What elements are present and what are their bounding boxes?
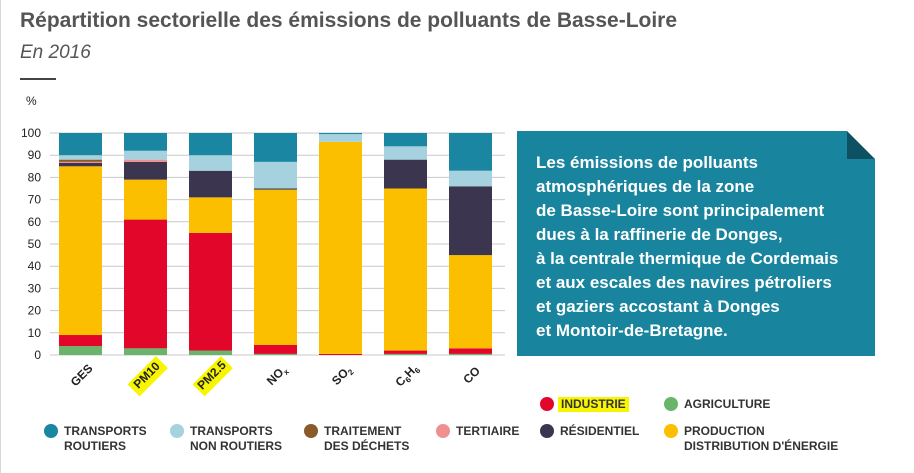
callout-line: Les émissions de polluants <box>536 153 759 172</box>
info-callout: Les émissions de polluants atmosphérique… <box>517 131 875 356</box>
bar-segment <box>319 134 362 142</box>
bar-segment <box>254 189 297 346</box>
legend-swatch-residentiel <box>540 424 554 438</box>
callout-text: Les émissions de polluants atmosphérique… <box>536 151 856 343</box>
legend-label-production-distribution: PRODUCTION DISTRIBUTION D'ÉNERGIE <box>684 424 839 453</box>
legend-label-tertiaire: TERTIAIRE <box>456 424 520 438</box>
bar-segment <box>59 133 102 156</box>
legend-swatch-transports-non-routiers <box>170 424 184 438</box>
y-tick-label: 10 <box>28 326 42 340</box>
bar-segment <box>384 188 427 351</box>
bar-segment <box>449 255 492 349</box>
bar-segment <box>449 353 492 355</box>
y-tick-label: 70 <box>28 193 42 207</box>
bar-segment <box>124 219 167 349</box>
subtitle-underline <box>20 78 56 80</box>
bar-segment <box>319 141 362 354</box>
legend-label-agriculture: AGRICULTURE <box>684 397 771 411</box>
bar-segment <box>124 159 167 162</box>
bar-segment <box>449 348 492 354</box>
bar-segment <box>59 155 102 160</box>
callout-line: et gaziers accostant à Donges <box>536 297 780 316</box>
callout-line: et Montoir-de-Bretagne. <box>536 321 728 340</box>
y-tick-label: 50 <box>28 237 42 251</box>
bar-segment <box>449 186 492 256</box>
bar-segment <box>449 133 492 171</box>
bar-segment <box>189 133 232 156</box>
callout-line: dues à la raffinerie de Donges, <box>536 225 783 244</box>
y-tick-label: 90 <box>28 148 42 162</box>
legend-swatch-traitement-des-dechets <box>304 424 318 438</box>
callout-line: à la centrale thermique de Cordemais <box>536 249 839 268</box>
x-category-label: C6H6 <box>392 361 422 391</box>
y-tick-label: 0 <box>34 348 41 362</box>
bar-segment <box>384 350 427 354</box>
x-category-label: CO <box>460 364 483 387</box>
bar-segment <box>319 353 362 355</box>
y-tick-label: 60 <box>28 215 42 229</box>
bar-segment <box>384 146 427 160</box>
legend-swatch-industrie <box>540 397 554 411</box>
bar-segment <box>59 166 102 336</box>
legend-swatch-tertiaire <box>436 424 450 438</box>
bar-segment <box>124 179 167 220</box>
bar-segment <box>59 162 102 167</box>
left-border <box>0 0 1 473</box>
bar-segment <box>254 188 297 190</box>
bar-segment <box>59 161 102 163</box>
callout-line: atmosphériques de la zone <box>536 177 755 196</box>
bar-segment <box>384 353 427 355</box>
legend-swatch-agriculture <box>664 397 678 411</box>
bar-segment <box>124 161 167 180</box>
callout-line: de Basse-Loire sont principalement <box>536 201 825 220</box>
chart-subtitle: En 2016 <box>20 42 91 63</box>
y-tick-label: 40 <box>28 259 42 273</box>
bar-segment <box>254 353 297 355</box>
chart-title: Répartition sectorielle des émissions de… <box>20 9 678 32</box>
bar-segment <box>124 133 167 151</box>
bar-segment <box>189 197 232 233</box>
legend-swatch-production-distribution <box>664 424 678 438</box>
bar-segment <box>189 155 232 171</box>
bar-segment <box>59 335 102 347</box>
bar-segment <box>319 133 362 135</box>
bar-segment <box>59 346 102 355</box>
category-label-highlight <box>192 356 233 397</box>
bar-segment <box>124 150 167 160</box>
bar-segment <box>189 350 232 355</box>
x-category-label: SO2 <box>329 362 356 389</box>
bar-segment <box>59 159 102 162</box>
bar-segment <box>124 348 167 355</box>
y-tick-label: 80 <box>28 170 42 184</box>
y-tick-label: 30 <box>28 281 42 295</box>
x-category-label: GES <box>68 361 96 389</box>
bar-segment <box>254 133 297 162</box>
legend-label-residentiel: RÉSIDENTIEL <box>560 424 640 438</box>
bar-segment <box>254 161 297 189</box>
category-label-highlight <box>127 356 168 397</box>
legend-swatch-transports-routiers <box>44 424 58 438</box>
bar-segment <box>384 133 427 147</box>
bar-segment <box>189 170 232 198</box>
y-tick-label: 20 <box>28 304 42 318</box>
bar-segment <box>449 170 492 187</box>
y-axis-unit-label: % <box>26 94 37 108</box>
bar-segment <box>189 232 232 351</box>
legend-label-transports-routiers: TRANSPORTS ROUTIERS <box>64 424 147 453</box>
legend-label-traitement-des-dechets: TRAITEMENT DES DÉCHETS <box>324 424 410 453</box>
legend-label-industrie: INDUSTRIE <box>558 397 629 412</box>
bar-segment <box>384 159 427 189</box>
y-tick-label: 100 <box>21 126 41 140</box>
callout-folded-corner <box>847 131 875 159</box>
x-category-label: NOx <box>264 362 292 390</box>
legend-label-transports-non-routiers: TRANSPORTS NON ROUTIERS <box>190 424 283 453</box>
bar-segment <box>254 345 297 354</box>
callout-line: et aux escales des navires pétroliers <box>536 273 832 292</box>
